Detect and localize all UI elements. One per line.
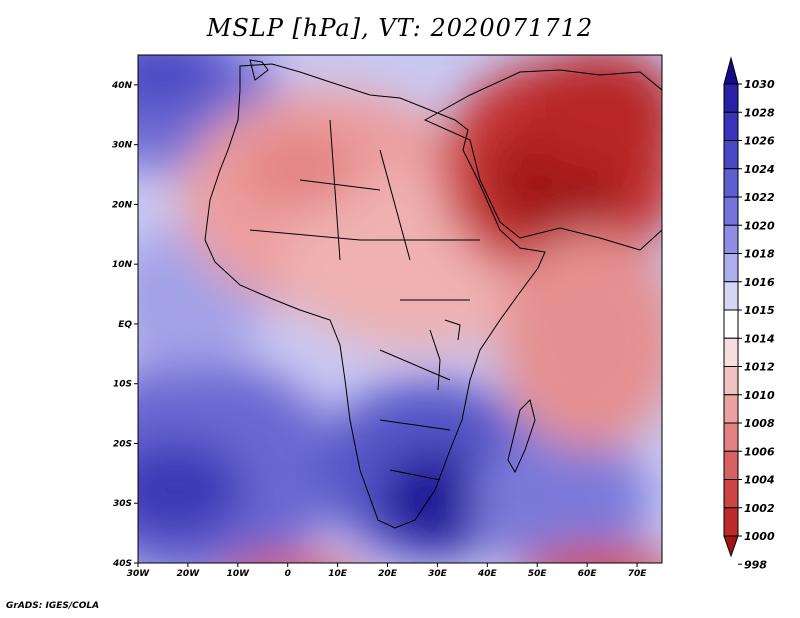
colorbar-label: 1024: [744, 163, 775, 176]
colorbar-segment: [723, 309, 739, 339]
colorbar-label: 998: [744, 558, 767, 571]
y-axis: 40N 30N 20N 10N EQ 10S 20S 30S 40S: [111, 81, 138, 569]
plot-frame: [137, 54, 663, 564]
colorbar-label: 1010: [744, 389, 775, 402]
colorbar-label: 1008: [744, 417, 775, 430]
colorbar-label: 1002: [744, 502, 775, 515]
colorbar-segment: [723, 366, 739, 396]
colorbar-segment: [723, 168, 739, 198]
colorbar-label: 1012: [744, 361, 775, 374]
colorbar-segment: [723, 83, 739, 113]
colorbar-segment: [723, 394, 739, 424]
x-tick-label: 20E: [378, 569, 398, 579]
y-tick-label: 20S: [113, 439, 132, 449]
y-tick-label: EQ: [118, 320, 132, 330]
colorbar-label: 1020: [744, 219, 775, 232]
coastlines: [204, 59, 662, 529]
colorbar-label: 1022: [744, 191, 775, 204]
colorbar-segment: [723, 224, 739, 254]
colorbar-label: 1000: [744, 530, 775, 543]
x-tick-label: 10E: [328, 569, 348, 579]
colorbar-label: 1014: [744, 332, 775, 345]
map-title: MSLP [hPa], VT: 2020071712: [206, 14, 594, 42]
colorbar-bottom-arrow: [723, 535, 739, 558]
colorbar-segment: [723, 140, 739, 170]
colorbar-segment: [723, 253, 739, 283]
x-axis: 30W 20W 10W 0 10E 20E 30E 40E 50E 60E 70E: [127, 563, 647, 579]
y-tick-label: 30N: [112, 141, 133, 151]
colorbar-segment: [723, 479, 739, 509]
colorbar-segment: [723, 507, 739, 537]
colorbar-label: 1018: [744, 248, 775, 261]
colorbar-label: 1016: [744, 276, 775, 289]
colorbar-label: 1030: [744, 78, 775, 91]
y-tick-label: 10S: [113, 380, 132, 390]
colorbar-label: 1015: [744, 304, 775, 317]
x-tick-label: 60E: [578, 569, 598, 579]
y-tick-label: 40N: [111, 81, 133, 91]
colorbar-segment: [723, 422, 739, 452]
x-tick-label: 70E: [628, 569, 648, 579]
colorbar-segment: [723, 111, 739, 141]
colorbar-segment: [723, 337, 739, 367]
x-tick-label: 10W: [227, 569, 251, 579]
x-tick-label: 20W: [177, 569, 201, 579]
colorbar-segment: [723, 196, 739, 226]
colorbar-label: 1006: [744, 445, 775, 458]
x-tick-label: 0: [285, 569, 291, 579]
colorbar-label: 1004: [744, 474, 775, 487]
y-tick-label: 30S: [113, 499, 132, 509]
y-tick-label: 20N: [112, 200, 133, 210]
x-tick-label: 40E: [477, 569, 498, 579]
footer-credit: GrADS: IGES/COLA: [6, 601, 100, 611]
colorbar-top-arrow: [723, 56, 739, 85]
colorbar-segment: [723, 281, 739, 311]
x-tick-label: 30E: [428, 569, 448, 579]
colorbar: 1030 1028 1026 1024 1022 1020 1018 1016 1015 1014…: [723, 56, 775, 571]
pressure-field: [138, 55, 662, 563]
x-tick-label: 30W: [127, 569, 151, 579]
x-tick-label: 50E: [528, 569, 548, 579]
colorbar-label: 1028: [744, 106, 775, 119]
y-tick-label: 40S: [112, 559, 132, 569]
y-tick-label: 10N: [112, 260, 133, 270]
colorbar-segment: [723, 450, 739, 480]
colorbar-label: 1026: [744, 135, 775, 148]
